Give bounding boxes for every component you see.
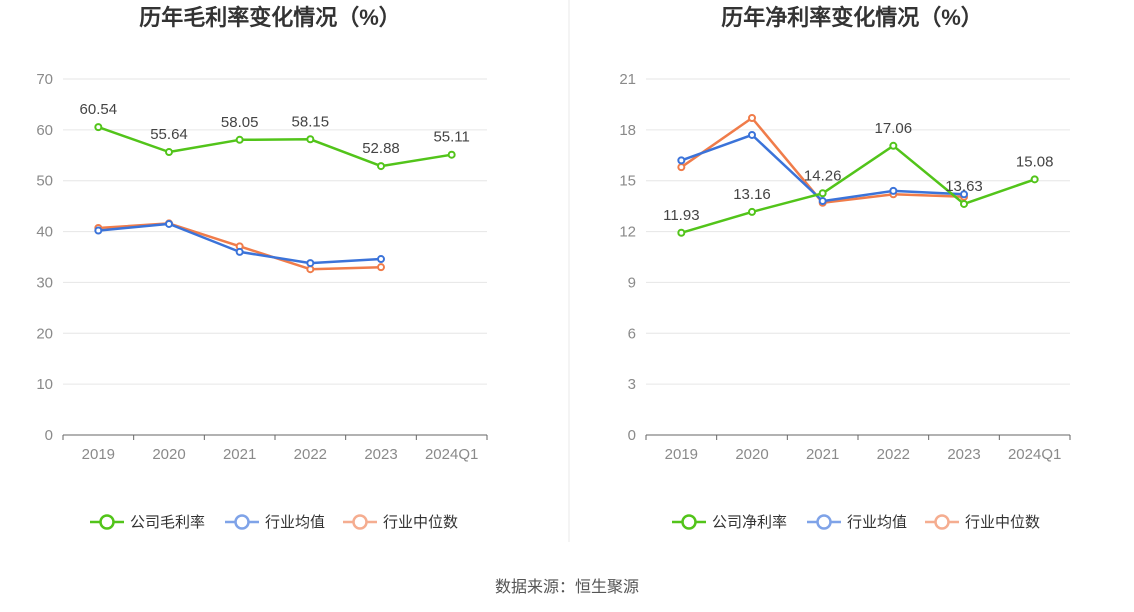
y-tick-label: 50 [36,173,53,190]
legend-label: 行业中位数 [383,514,458,531]
data-point [889,186,898,195]
legend-label: 公司毛利率 [130,514,205,531]
y-tick-label: 20 [36,325,53,342]
data-point [748,130,756,139]
data-point [165,219,173,228]
data-point [377,162,385,171]
y-tick-label: 6 [628,325,636,342]
x-tick-label: 2019 [665,446,698,463]
y-tick-label: 3 [628,376,636,393]
data-point [377,263,385,272]
x-tick-label: 2020 [152,446,185,463]
data-label: 52.88 [362,140,400,157]
x-tick-label: 2022 [294,446,327,463]
source-text: 数据来源：恒生聚源 [495,578,639,596]
y-tick-label: 0 [45,427,53,444]
data-point [1030,175,1039,184]
y-tick-label: 40 [36,224,53,241]
data-point [889,141,898,150]
x-tick-label: 2023 [364,446,397,463]
series-line [680,144,1036,234]
data-point [960,199,968,208]
data-point [960,190,968,199]
x-tick-label: 2020 [735,446,768,463]
data-label: 13.63 [945,178,983,195]
data-label: 60.54 [80,101,118,118]
legend-marker [934,514,950,530]
legend-marker [681,514,697,530]
x-tick-label: 2024Q1 [1008,446,1061,463]
data-label: 11.93 [663,207,699,224]
chart-title: 历年净利率变化情况（%） [721,5,983,30]
y-tick-label: 18 [619,122,636,139]
x-tick-label: 2021 [806,446,839,463]
data-point [94,123,103,132]
gross-margin-chart: 历年毛利率变化情况（%） 0 10 20 30 40 50 60 70 2019 2020 2021 2… [36,5,488,531]
x-tick-label: 2022 [877,446,910,463]
data-point [748,207,756,216]
data-label: 55.64 [150,126,188,143]
x-tick-label: 2019 [82,446,115,463]
data-point [677,156,686,165]
data-point [306,259,315,268]
data-point [677,163,686,172]
y-tick-label: 12 [619,224,636,241]
data-point [94,226,103,235]
legend-marker [99,514,115,530]
net-margin-chart: 历年净利率变化情况（%） 0 3 6 9 12 15 18 21 2019 2020 2021 2022… [619,5,1071,531]
data-label: 13.16 [733,186,771,203]
data-label: 15.08 [1016,153,1054,170]
data-point [306,265,315,274]
legend-marker [816,514,832,530]
data-point [748,113,756,122]
y-tick-label: 15 [619,173,636,190]
legend-label: 行业中位数 [965,514,1040,531]
data-point [818,197,827,206]
x-tick-label: 2024Q1 [425,446,478,463]
y-tick-label: 30 [36,274,53,291]
series-line [97,125,452,168]
data-label: 58.15 [292,113,330,130]
data-label: 14.26 [804,167,842,184]
data-label: 55.11 [433,129,469,146]
chart-title: 历年毛利率变化情况（%） [139,5,401,30]
y-tick-label: 10 [36,376,53,393]
data-point [235,135,244,144]
legend-marker [352,514,368,530]
data-point [447,150,456,159]
legend-marker [234,514,250,530]
legend-label: 行业均值 [265,514,325,531]
y-tick-label: 21 [619,71,636,88]
data-point [306,135,315,144]
y-tick-label: 9 [628,274,636,291]
data-label: 17.06 [875,120,913,137]
data-point [235,247,244,256]
y-tick-label: 70 [36,71,53,88]
data-point [818,189,827,198]
data-point [377,255,385,264]
data-label: 58.05 [221,114,259,131]
x-tick-label: 2023 [947,446,980,463]
legend-label: 行业均值 [847,514,907,531]
data-point [677,228,686,237]
y-tick-label: 0 [628,427,636,444]
y-tick-label: 60 [36,122,53,139]
data-point [165,148,173,157]
x-tick-label: 2021 [223,446,256,463]
legend-label: 公司净利率 [712,514,787,531]
